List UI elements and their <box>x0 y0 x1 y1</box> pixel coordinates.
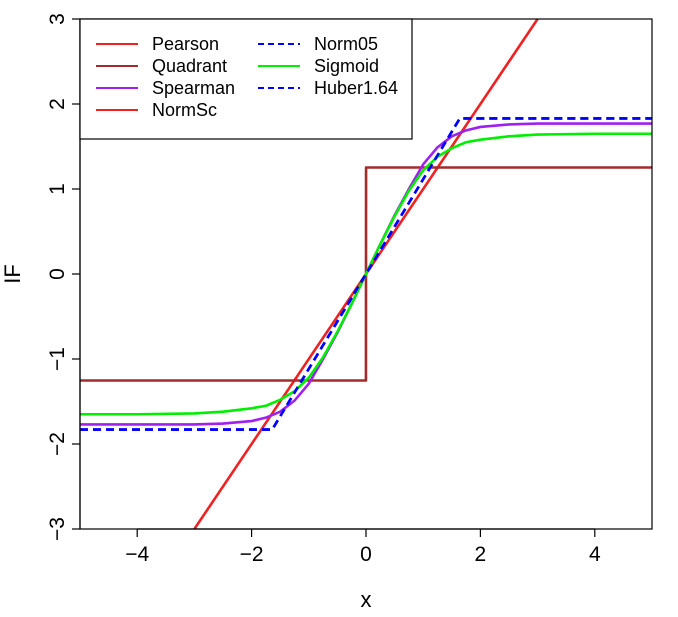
y-tick-label: 3 <box>46 13 69 25</box>
legend-label-normsc: NormSc <box>152 100 217 120</box>
x-tick-label: 0 <box>360 543 372 566</box>
y-tick-label: −2 <box>46 432 69 456</box>
y-tick-label: 2 <box>46 98 69 110</box>
y-tick-label: −3 <box>46 517 69 541</box>
y-axis-title: IF <box>0 264 25 284</box>
y-tick-label: −1 <box>46 347 69 371</box>
legend-label-quadrant: Quadrant <box>152 56 227 76</box>
x-tick-label: 2 <box>475 543 487 566</box>
axis-layer: −4 −2 0 2 4 −3 −2 −1 0 1 2 3 <box>46 13 601 566</box>
y-tick-label: 1 <box>46 183 69 195</box>
x-axis-title: x <box>361 587 372 612</box>
legend-label-pearson: Pearson <box>152 34 219 54</box>
legend-label-spearman: Spearman <box>152 78 235 98</box>
legend-label-sigmoid: Sigmoid <box>314 56 379 76</box>
series-huber1-64 <box>80 117 652 431</box>
x-tick-label: −4 <box>125 543 149 566</box>
legend-label-huber1-64: Huber1.64 <box>314 78 398 98</box>
y-tick-label: 0 <box>46 268 69 280</box>
series-sigmoid <box>80 132 652 416</box>
legend-label-norm05: Norm05 <box>314 34 378 54</box>
series-layer <box>80 19 652 529</box>
x-tick-label: −2 <box>240 543 264 566</box>
legend-box <box>79 18 413 140</box>
x-tick-label: 4 <box>589 543 601 566</box>
